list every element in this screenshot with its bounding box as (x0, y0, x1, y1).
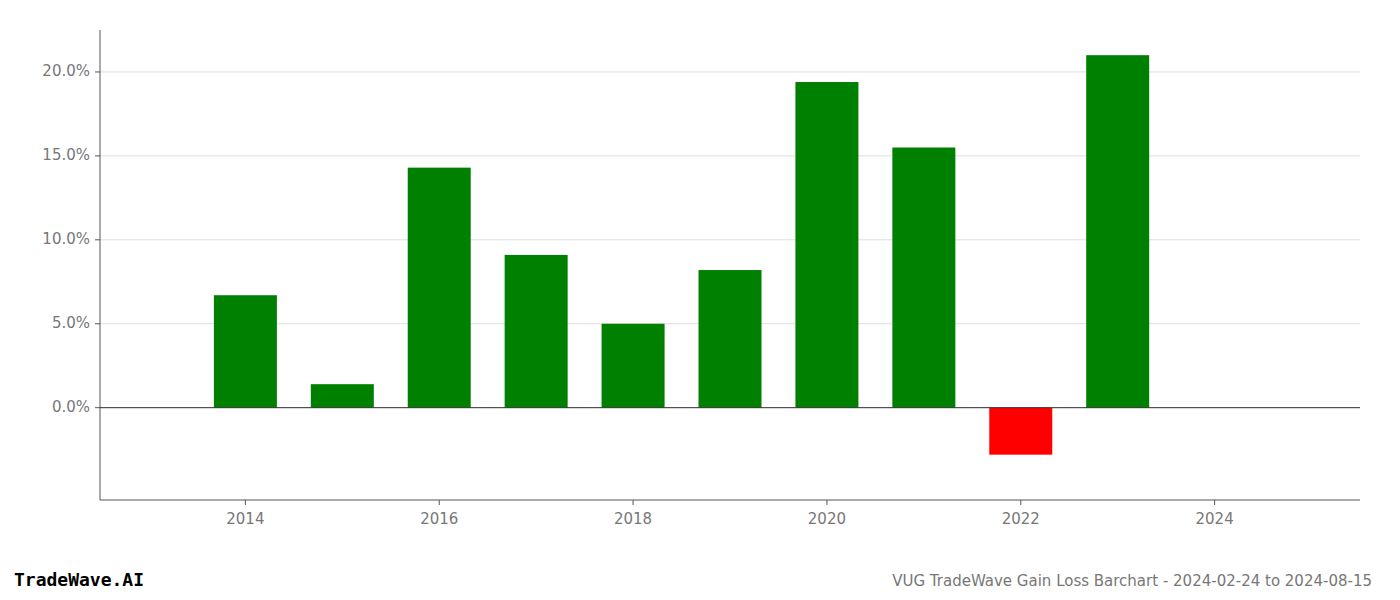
bar (699, 270, 762, 408)
x-tick-label: 2022 (1002, 510, 1040, 528)
chart: 0.0% 5.0% 10.0% 15.0% 20.0% 2014 2016 2018 2020 2… (0, 0, 1400, 600)
x-tick-label: 2014 (226, 510, 264, 528)
x-tick (439, 500, 440, 505)
x-tick (1214, 500, 1215, 505)
y-tick (95, 71, 100, 72)
watermark: TradeWave.AI (14, 569, 144, 590)
y-tick-label: 10.0% (42, 230, 90, 248)
y-tick-label: 5.0% (52, 314, 90, 332)
y-tick (95, 155, 100, 156)
y-tick-label: 0.0% (52, 398, 90, 416)
x-tick-label: 2018 (614, 510, 652, 528)
y-tick (95, 323, 100, 324)
zero-line (100, 407, 1360, 408)
x-tick (826, 500, 827, 505)
grid (100, 72, 1360, 408)
x-tick-label: 2016 (420, 510, 458, 528)
x-tick (633, 500, 634, 505)
bar (311, 384, 374, 408)
grid-line (100, 407, 1360, 408)
bar (795, 82, 858, 408)
grid-line (100, 155, 1360, 156)
y-tick-label: 15.0% (42, 146, 90, 164)
y-axis-line (100, 30, 101, 500)
title: VUG TradeWave Gain Loss Barchart - 2024-… (892, 572, 1372, 590)
y-tick (95, 407, 100, 408)
y-tick-label: 20.0% (42, 62, 90, 80)
x-tick (245, 500, 246, 505)
bar (505, 255, 568, 408)
grid-line (100, 239, 1360, 240)
x-axis-line (100, 500, 1360, 501)
bar (408, 168, 471, 408)
bar (892, 148, 955, 408)
bar (602, 324, 665, 408)
bar (1086, 55, 1149, 408)
bar (989, 408, 1052, 455)
grid-line (100, 71, 1360, 72)
y-tick (95, 239, 100, 240)
bars (214, 55, 1149, 455)
x-tick (1020, 500, 1021, 505)
bar (214, 295, 277, 407)
axes: 0.0% 5.0% 10.0% 15.0% 20.0% 2014 2016 2018 2020 2… (42, 30, 1360, 528)
x-tick-label: 2020 (808, 510, 846, 528)
x-tick-label: 2024 (1196, 510, 1234, 528)
